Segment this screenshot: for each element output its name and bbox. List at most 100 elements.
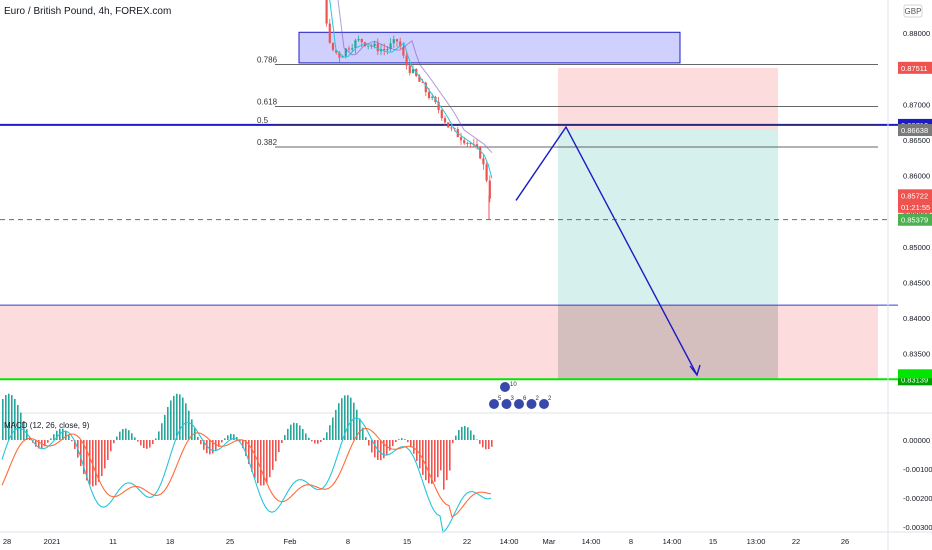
macd-histogram-bar — [248, 440, 250, 464]
macd-histogram-bar — [332, 417, 334, 440]
macd-tick: -0.00100 — [903, 465, 932, 474]
candle-body — [440, 110, 443, 119]
candle-body — [482, 158, 485, 165]
moving-average-fast — [329, 0, 493, 179]
time-tick: Feb — [284, 537, 297, 546]
candle-body — [347, 48, 351, 50]
candle-body — [488, 180, 491, 199]
macd-histogram-bar — [38, 440, 40, 449]
macd-histogram-bar — [470, 430, 472, 440]
price-scale[interactable]: 0.880000.875000.870000.865000.860000.855… — [887, 0, 932, 550]
time-tick: 14:00 — [663, 537, 682, 546]
candle-body — [421, 81, 424, 83]
fib-label-0.786: 0.786 — [257, 55, 278, 64]
box-overlap — [558, 305, 778, 380]
macd-histogram-bar — [389, 440, 391, 451]
candle-body — [405, 55, 408, 66]
macd-histogram-bar — [131, 433, 133, 440]
macd-histogram-bar — [197, 436, 199, 440]
time-scale[interactable]: 28 2021 11 18 25 Feb 8 15 22 14:00 Mar 14:00 8 14:00 1… — [0, 531, 932, 546]
price-tick: 0.86500 — [903, 136, 930, 145]
event-marker[interactable] — [526, 399, 537, 409]
price-label-box — [898, 61, 932, 74]
macd-histogram-bar — [44, 440, 46, 447]
macd-histogram-bar — [188, 410, 190, 440]
price-label: 0.83139 — [901, 375, 928, 384]
event-marker[interactable] — [514, 399, 524, 409]
event-marker[interactable] — [539, 399, 549, 409]
price-label-box — [898, 213, 932, 226]
macd-histogram-bar — [17, 405, 19, 440]
macd-histogram-bar — [8, 393, 10, 440]
time-tick: 26 — [841, 537, 849, 546]
macd-histogram-bar — [140, 440, 142, 446]
candle-body — [335, 49, 338, 53]
macd-histogram-bar — [437, 440, 439, 478]
macd-histogram-bar — [101, 440, 103, 476]
price-label: 0.85379 — [901, 216, 928, 225]
fib-label-0.382: 0.382 — [257, 138, 278, 147]
macd-histogram-bar — [491, 440, 493, 447]
macd-histogram-bar — [374, 440, 376, 458]
macd-histogram-bar — [359, 418, 361, 440]
currency-badge: GBP — [905, 7, 922, 16]
candle-body — [386, 48, 389, 51]
candle-body — [475, 144, 479, 148]
candle-body — [354, 40, 357, 49]
event-count: 2 — [536, 396, 540, 402]
macd-histogram-bar — [5, 395, 7, 440]
macd-histogram-bar — [146, 440, 148, 449]
time-tick: 2021 — [44, 537, 61, 546]
macd-histogram-bar — [26, 429, 28, 440]
macd-histogram-bar — [119, 431, 121, 440]
candle-body — [402, 46, 405, 56]
event-count: 2 — [548, 396, 552, 402]
price-label: 0.85722 — [901, 191, 928, 200]
macd-histogram-bar — [20, 412, 22, 440]
macd-histogram-bar — [455, 435, 457, 440]
time-tick: 18 — [166, 537, 174, 546]
macd-histogram-bar — [191, 419, 193, 440]
macd-histogram-bar — [92, 440, 94, 487]
macd-histogram-bar — [215, 440, 217, 451]
macd-histogram-bar — [314, 440, 316, 444]
macd-histogram-bar — [95, 440, 97, 486]
macd-histogram-bar — [278, 440, 280, 452]
macd-histogram-bar — [434, 440, 436, 482]
macd-histogram-bar — [56, 430, 58, 440]
candle-body — [424, 82, 427, 93]
macd-histogram-bar — [107, 440, 109, 460]
macd-histogram-bar — [65, 430, 67, 440]
candle-body — [389, 43, 392, 49]
macd-histogram-bar — [365, 437, 367, 440]
candle-body — [466, 142, 469, 144]
candle-body — [443, 118, 447, 123]
macd-histogram-bar — [221, 440, 223, 443]
projection-layer: 10 5 3 6 2 2 — [489, 125, 701, 409]
price-label: 0.86638 — [901, 126, 928, 135]
macd-histogram-bar — [218, 440, 220, 447]
macd-histogram-bar — [488, 440, 490, 450]
candle-body — [431, 96, 434, 98]
event-count: 3 — [511, 396, 515, 402]
event-marker[interactable] — [501, 399, 512, 409]
macd-histogram-bar — [440, 440, 442, 471]
macd-histogram-bar — [134, 437, 136, 440]
macd-histogram-bar — [173, 395, 175, 440]
event-marker[interactable] — [489, 399, 499, 409]
macd-histogram-bar — [230, 433, 232, 440]
macd-histogram-bar — [344, 395, 346, 440]
currency-badge-box[interactable] — [903, 4, 923, 18]
price-tick: 0.88000 — [903, 29, 930, 38]
macd-histogram-bar — [2, 398, 4, 440]
box-stop-zone[interactable] — [558, 67, 778, 130]
event-marker-top[interactable] — [500, 382, 510, 392]
candles-layer — [325, 0, 493, 220]
candle-body — [341, 56, 344, 58]
projection-path[interactable] — [515, 125, 698, 376]
price-label: 0.87511 — [901, 64, 928, 73]
macd-signal-line — [1, 427, 492, 518]
macd-histogram-bar — [398, 439, 400, 440]
candle-body — [427, 92, 431, 98]
